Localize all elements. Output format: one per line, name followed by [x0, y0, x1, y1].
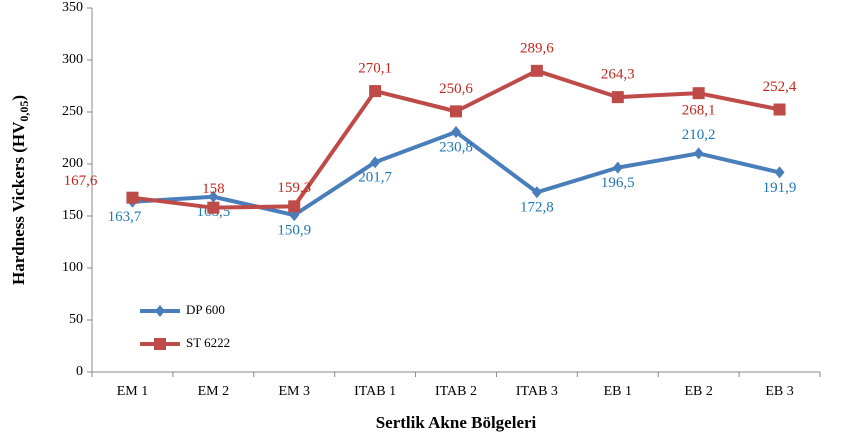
marker — [207, 201, 220, 214]
y-axis-title-sub: 0,05 — [17, 101, 31, 122]
x-tick-label: EM 1 — [117, 384, 149, 399]
marker — [530, 64, 543, 77]
x-axis-title: Sertlik Akne Bölgeleri — [376, 413, 537, 432]
x-tick-label: EB 1 — [604, 384, 632, 399]
y-tick-label: 100 — [62, 260, 83, 275]
series: 167,6 158 159,3 270,1 250,6 289,6 264,3 268,1 25… — [64, 40, 797, 350]
marker — [451, 125, 461, 138]
x-tick-label: EB 3 — [765, 384, 793, 399]
value-label: 230,8 — [439, 139, 473, 155]
marker — [531, 186, 542, 199]
series: 163,7168,5150,9201,7230,8172,8196,5210,2… — [108, 125, 797, 317]
y-axis-title-main: Hardness Vickers (HV — [9, 121, 28, 285]
value-label: 172,8 — [520, 200, 554, 216]
x-tick-label: ITAB 3 — [516, 384, 558, 399]
y-tick-label: 250 — [62, 104, 83, 119]
y-tick-label: 300 — [62, 52, 83, 67]
value-label: 163,7 — [108, 209, 142, 225]
value-label: 268,1 — [682, 103, 716, 119]
marker — [370, 156, 381, 169]
value-label: 289,6 — [520, 40, 554, 56]
value-label: 191,9 — [763, 180, 797, 196]
x-tick-label: ITAB 1 — [354, 384, 396, 399]
marker — [369, 85, 382, 98]
y-tick-label: 0 — [76, 364, 83, 379]
marker — [774, 166, 785, 179]
marker — [126, 191, 139, 204]
marker — [154, 338, 166, 350]
marker — [693, 147, 704, 160]
marker — [612, 161, 623, 174]
y-tick-label: 50 — [69, 312, 83, 327]
value-label: 150,9 — [277, 223, 311, 239]
value-label: 252,4 — [763, 79, 797, 95]
value-label: 201,7 — [358, 170, 392, 186]
y-axis-title: Hardness Vickers (HV0,05) — [9, 95, 31, 285]
y-tick-label: 150 — [62, 208, 83, 223]
value-label: 158 — [202, 181, 225, 197]
x-tick-label: EM 2 — [198, 384, 230, 399]
value-label: 270,1 — [358, 61, 392, 77]
value-label: 250,6 — [439, 81, 473, 97]
value-label: 264,3 — [601, 67, 635, 83]
value-label: 167,6 — [64, 173, 98, 189]
marker — [611, 91, 624, 104]
value-label: 196,5 — [601, 175, 635, 191]
legend-label: ST 6222 — [186, 335, 230, 350]
x-tick-label: EM 3 — [278, 384, 310, 399]
marker — [208, 190, 219, 203]
x-tick-label: ITAB 2 — [435, 384, 477, 399]
marker — [155, 305, 165, 317]
value-label: 210,2 — [682, 127, 716, 143]
y-tick-label: 350 — [62, 0, 83, 15]
marker — [450, 105, 462, 118]
marker — [692, 87, 705, 100]
y-tick-label: 200 — [62, 156, 83, 171]
y-axis-title-end: ) — [9, 95, 28, 101]
marker — [288, 200, 301, 213]
marker — [773, 103, 786, 116]
x-tick-label: EB 2 — [684, 384, 712, 399]
value-label: 159,3 — [277, 180, 311, 196]
legend-label: DP 600 — [186, 302, 225, 317]
